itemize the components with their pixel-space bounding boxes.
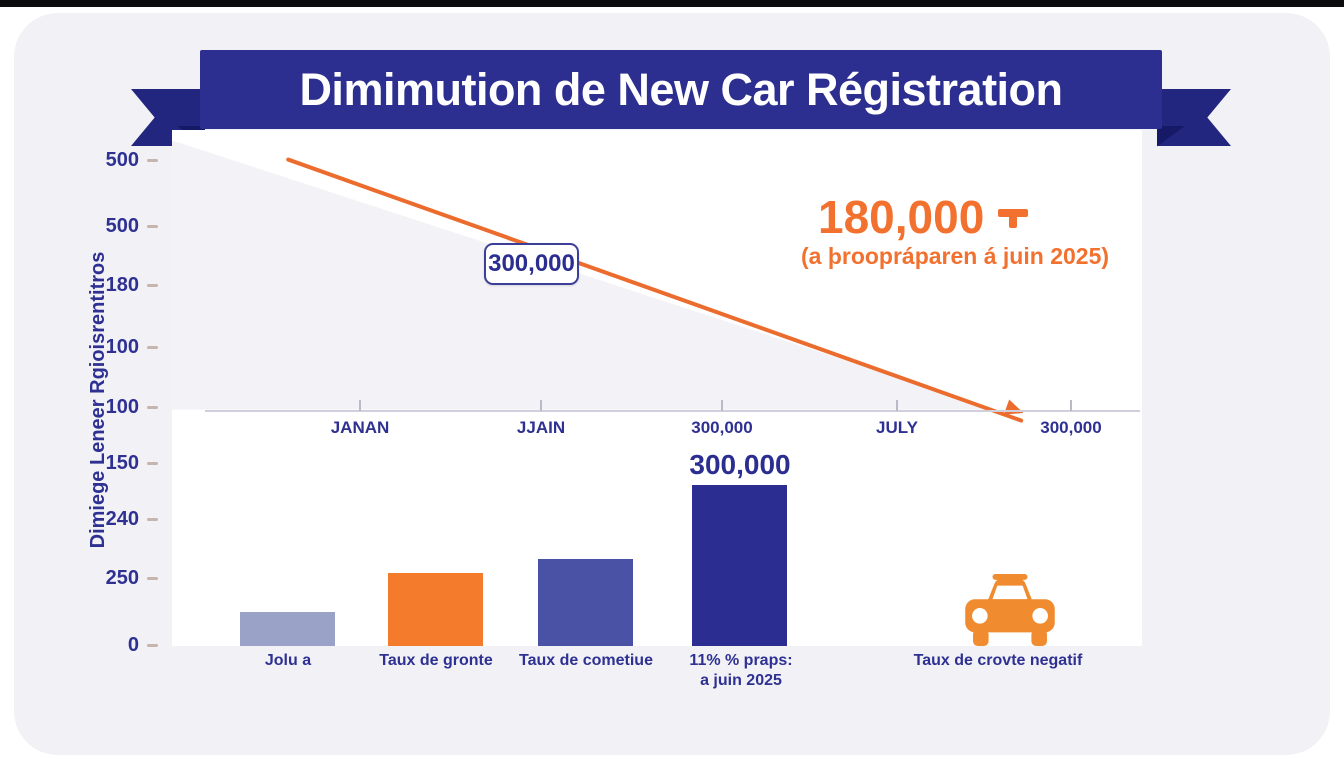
y-axis-tick: 500 bbox=[58, 214, 158, 238]
headline-number: 180,000 bbox=[818, 191, 985, 243]
bar-label-line2: a juin 2025 bbox=[700, 672, 782, 689]
y-tick-dash bbox=[147, 517, 158, 521]
y-tick-dash bbox=[147, 224, 158, 228]
x-axis-label: JJAIN bbox=[516, 418, 566, 437]
y-tick-label: 100 bbox=[105, 335, 139, 358]
x-axis-tick bbox=[359, 400, 361, 411]
tee-dash-icon bbox=[998, 207, 1029, 233]
title-banner: Dimimution de New Car Régistration bbox=[200, 50, 1162, 129]
x-axis-tick bbox=[721, 400, 723, 411]
y-tick-dash bbox=[147, 576, 158, 580]
y-tick-label: 500 bbox=[105, 214, 139, 237]
bar-label-line1: 11% % praps: bbox=[689, 652, 793, 669]
bar-jolu-a bbox=[240, 612, 335, 646]
y-axis-tick: 500 bbox=[58, 148, 158, 172]
y-axis-tick: 100 bbox=[58, 335, 158, 359]
bar-label-taux-de-gronte: Taux de gronte bbox=[379, 652, 493, 669]
y-axis-tick: 0 bbox=[58, 633, 158, 657]
y-tick-label: 150 bbox=[105, 451, 139, 474]
car-icon bbox=[960, 574, 1060, 646]
callout-value: 300,000 bbox=[488, 250, 575, 277]
y-tick-label: 240 bbox=[105, 507, 139, 530]
x-axis-tick bbox=[896, 400, 898, 411]
bar-taux-de-gronte bbox=[388, 573, 483, 646]
y-axis-tick: 250 bbox=[58, 566, 158, 590]
top-border-strip bbox=[0, 0, 1344, 7]
y-axis-tick: 100 bbox=[58, 395, 158, 419]
x-axis-label: 300,000 bbox=[691, 418, 753, 437]
bar-label-jolu-a: Jolu a bbox=[264, 652, 312, 669]
y-tick-label: 180 bbox=[105, 273, 139, 296]
bar-label-taux-de-cometiue: Taux de cometiue bbox=[519, 652, 653, 669]
y-tick-dash bbox=[147, 158, 158, 162]
page-title: Dimimution de New Car Régistration bbox=[299, 63, 1063, 115]
x-axis-tick bbox=[1070, 400, 1072, 411]
y-tick-label: 250 bbox=[105, 566, 139, 589]
y-tick-label: 500 bbox=[105, 148, 139, 171]
y-axis-tick: 180 bbox=[58, 273, 158, 297]
bar-label-11-percent: 11% % praps: a juin 2025 bbox=[646, 651, 836, 691]
y-tick-dash bbox=[147, 461, 158, 465]
x-axis-label: 300,000 bbox=[1040, 418, 1102, 437]
bar-taux-de-cometiue bbox=[538, 559, 633, 646]
x-axis-tick bbox=[540, 400, 542, 411]
y-axis-tick: 240 bbox=[58, 507, 158, 531]
bar-value-label: 300,000 bbox=[689, 449, 791, 480]
y-tick-dash bbox=[147, 405, 158, 409]
x-axis-line bbox=[205, 410, 1140, 412]
bar-11-percent-praps bbox=[692, 485, 787, 646]
x-axis-label: JULY bbox=[876, 418, 918, 437]
y-tick-dash bbox=[147, 345, 158, 349]
y-tick-label: 0 bbox=[127, 633, 139, 656]
y-tick-dash bbox=[147, 643, 158, 647]
headline-subtitle: (a þroopráparen á juin 2025) bbox=[800, 243, 1110, 269]
x-axis-label: JANAN bbox=[330, 418, 390, 437]
y-tick-dash bbox=[147, 283, 158, 287]
headline-value: 180,000 bbox=[818, 190, 1029, 244]
y-tick-label: 100 bbox=[105, 395, 139, 418]
line-value-callout: 300,000 bbox=[484, 243, 579, 285]
chart-panel: JANAN JJAIN 300,000 JULY 300,000 300,000… bbox=[172, 130, 1142, 646]
bar-label-taux-de-crovte-negatif: Taux de crovte negatif bbox=[913, 652, 1083, 669]
y-axis-tick: 150 bbox=[58, 451, 158, 475]
